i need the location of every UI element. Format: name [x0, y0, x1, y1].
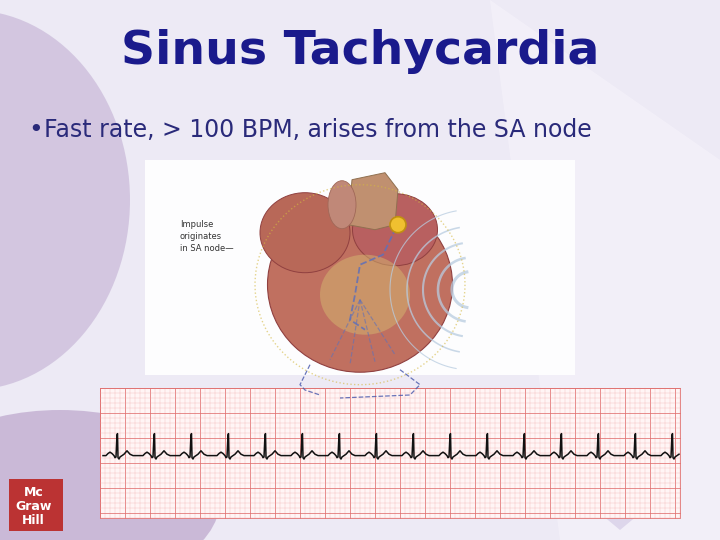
Polygon shape [348, 173, 398, 230]
Text: Fast rate, > 100 BPM, arises from the SA node: Fast rate, > 100 BPM, arises from the SA… [44, 118, 592, 142]
Ellipse shape [0, 10, 130, 390]
Text: Sinus Tachycardia: Sinus Tachycardia [121, 30, 599, 75]
FancyBboxPatch shape [9, 479, 63, 531]
Ellipse shape [328, 181, 356, 229]
Ellipse shape [353, 194, 438, 266]
Ellipse shape [260, 193, 350, 273]
Polygon shape [590, 480, 650, 530]
Text: Hill: Hill [22, 514, 45, 526]
FancyBboxPatch shape [100, 388, 680, 518]
Ellipse shape [268, 197, 452, 372]
Text: Impulse
originates
in SA node—: Impulse originates in SA node— [180, 220, 233, 253]
Ellipse shape [320, 255, 410, 335]
Text: Mc: Mc [24, 485, 43, 498]
Polygon shape [490, 0, 720, 540]
Circle shape [390, 217, 406, 233]
FancyBboxPatch shape [145, 160, 575, 375]
Text: •: • [28, 118, 42, 142]
Text: Graw: Graw [15, 500, 52, 512]
Ellipse shape [0, 410, 220, 540]
